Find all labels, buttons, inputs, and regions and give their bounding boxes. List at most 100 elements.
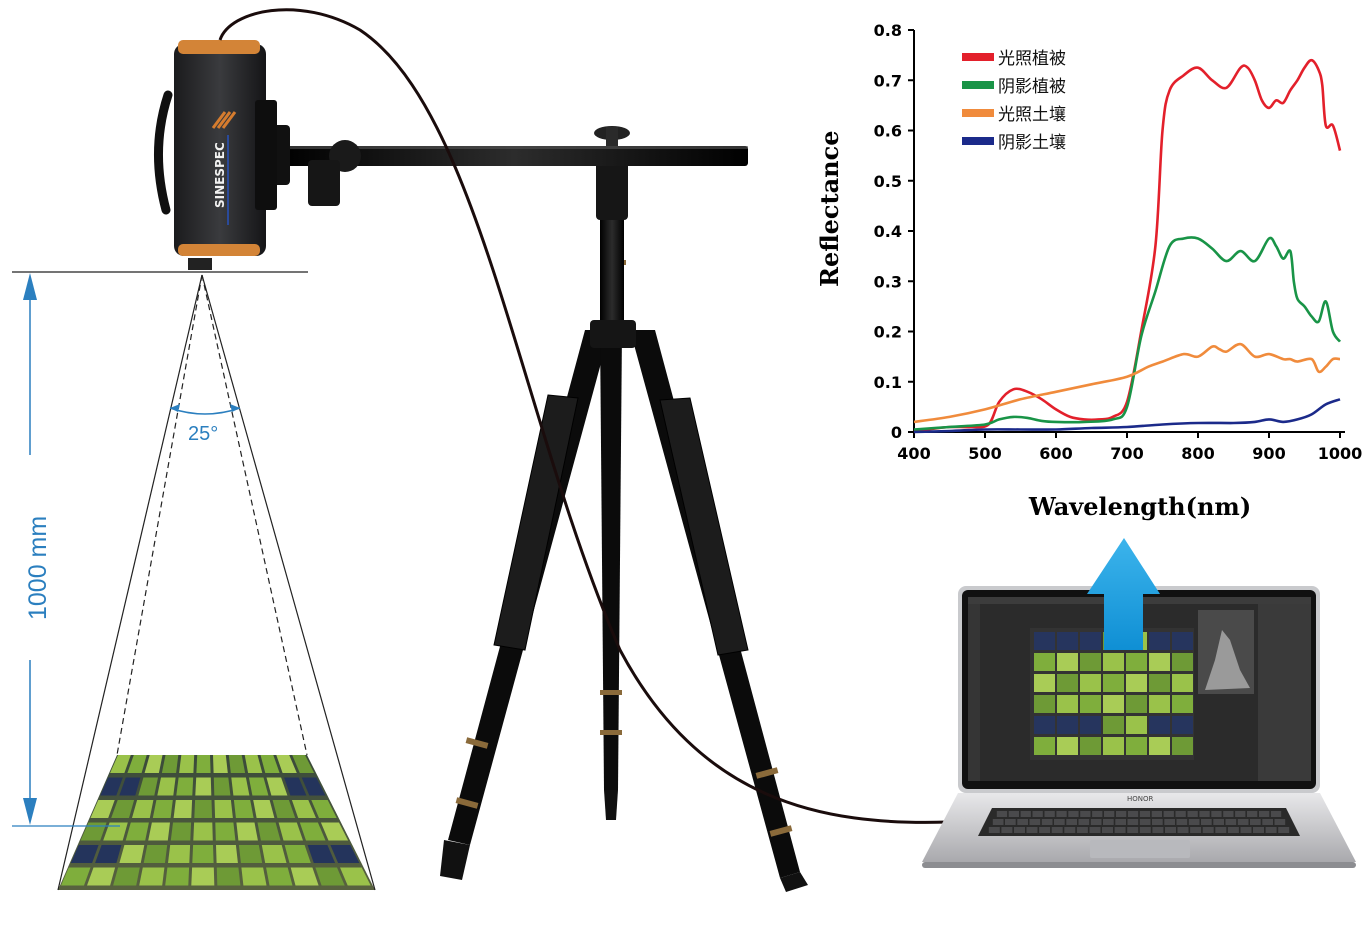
keyboard-key bbox=[1187, 811, 1198, 817]
x-tick-label: 400 bbox=[897, 444, 930, 463]
field-plot-cell bbox=[80, 822, 107, 841]
keyboard-key bbox=[1102, 827, 1113, 833]
keyboard-key bbox=[1076, 827, 1088, 833]
field-plot-cell bbox=[236, 822, 258, 841]
series-line-3 bbox=[913, 342, 1341, 424]
field-plot-cell bbox=[301, 777, 326, 796]
keyboard-key bbox=[1253, 827, 1264, 833]
field-plot-cell bbox=[95, 845, 122, 863]
screen-plot-cell bbox=[1080, 695, 1101, 713]
field-plot-cell bbox=[127, 755, 147, 773]
keyboard-key bbox=[1177, 827, 1189, 833]
series-line-1 bbox=[913, 58, 1342, 434]
keyboard-key bbox=[1014, 827, 1025, 833]
keyboard-key bbox=[1227, 827, 1239, 833]
field-plot-cell bbox=[215, 822, 236, 841]
field-plot-cell bbox=[244, 755, 263, 773]
x-tick-label: 1000 bbox=[1318, 444, 1363, 463]
keyboard-key bbox=[1237, 819, 1249, 825]
keyboard-key bbox=[1092, 811, 1103, 817]
series-line-4 bbox=[913, 398, 1341, 434]
screen-plot-cell bbox=[1034, 653, 1055, 671]
keyboard-key bbox=[1152, 819, 1163, 825]
field-plot-cell bbox=[119, 845, 145, 863]
field-plot-cell bbox=[168, 845, 191, 863]
y-tick-label: 0.1 bbox=[874, 373, 902, 392]
keyboard-key bbox=[1026, 827, 1038, 833]
field-plot-cell bbox=[320, 822, 349, 841]
distance-label: 1000 mm bbox=[24, 516, 52, 620]
keyboard-key bbox=[1115, 819, 1126, 825]
keyboard-key bbox=[1274, 819, 1286, 825]
screen-plot-cell bbox=[1172, 653, 1193, 671]
legend-label: 阴影植被 bbox=[998, 77, 1066, 97]
keyboard-key bbox=[1139, 811, 1151, 817]
keyboard-key bbox=[1278, 827, 1290, 833]
keyboard-key bbox=[1066, 819, 1077, 825]
field-plot-cell bbox=[173, 800, 193, 818]
keyboard-key bbox=[1089, 827, 1101, 833]
field-plot-cell bbox=[266, 867, 293, 886]
screen-plot-cell bbox=[1057, 737, 1078, 755]
keyboard-key bbox=[1262, 819, 1273, 825]
y-tick-label: 0.3 bbox=[874, 272, 902, 291]
chart-axes bbox=[913, 30, 1345, 433]
keyboard-key bbox=[1032, 811, 1043, 817]
field-plot-cell bbox=[144, 755, 163, 773]
series-line-2 bbox=[913, 236, 1342, 431]
field-plot-cell bbox=[214, 800, 233, 818]
field-plot-cell bbox=[241, 867, 267, 886]
field-plot-cell bbox=[261, 845, 287, 863]
field-plot-cell bbox=[292, 755, 315, 773]
screen-plot-cell bbox=[1172, 716, 1193, 734]
field-plot-cell bbox=[132, 800, 154, 818]
field-plot-cell bbox=[143, 845, 168, 863]
screen-plot-cell bbox=[1034, 695, 1055, 713]
screen-plot-cell bbox=[1126, 653, 1147, 671]
keyboard-key bbox=[1270, 811, 1282, 817]
keyboard-key bbox=[1165, 827, 1176, 833]
keyboard-key bbox=[1104, 811, 1115, 817]
screen-plot-cell bbox=[1149, 653, 1170, 671]
screen-plot-cell bbox=[1103, 716, 1124, 734]
field-plot-cell bbox=[231, 777, 250, 796]
tripod bbox=[440, 126, 808, 892]
field-plot-cell bbox=[272, 800, 296, 818]
field-plot-cell bbox=[266, 777, 288, 796]
keyboard-key bbox=[1041, 819, 1053, 825]
legend-label: 光照土壤 bbox=[998, 104, 1066, 125]
keyboard-key bbox=[1235, 811, 1246, 817]
keyboard-key bbox=[1064, 827, 1076, 833]
screen-plot-cell bbox=[1057, 632, 1078, 650]
data-cable bbox=[218, 8, 949, 824]
screen-plot-cell bbox=[1126, 737, 1147, 755]
field-plot-cell bbox=[284, 777, 307, 796]
field-plot-cell bbox=[191, 867, 215, 886]
field-plot-cell bbox=[125, 822, 149, 841]
keyboard-key bbox=[1259, 811, 1270, 817]
field-plot-cell bbox=[284, 845, 311, 863]
x-tick-label: 700 bbox=[1110, 444, 1143, 463]
keyboard-key bbox=[1044, 811, 1055, 817]
screen-plot-cell bbox=[1034, 674, 1055, 692]
keyboard-key bbox=[1176, 819, 1188, 825]
field-plot-cell bbox=[148, 822, 170, 841]
keyboard-key bbox=[988, 827, 1000, 833]
x-tick-label: 600 bbox=[1039, 444, 1072, 463]
field-plot-cell bbox=[238, 845, 263, 863]
legend-swatch bbox=[962, 53, 994, 61]
keyboard-key bbox=[1164, 819, 1175, 825]
screen-plot-cell bbox=[1034, 737, 1055, 755]
screen-plot-cell bbox=[1149, 632, 1170, 650]
field-plot-cell bbox=[248, 777, 269, 796]
field-plot-cell bbox=[165, 867, 190, 886]
keyboard-key bbox=[1139, 827, 1151, 833]
screen-plot-cell bbox=[1080, 653, 1101, 671]
keyboard-key bbox=[1001, 827, 1013, 833]
field-plot-cell bbox=[315, 867, 345, 886]
x-tick-label: 900 bbox=[1252, 444, 1285, 463]
x-tick-label: 500 bbox=[968, 444, 1001, 463]
screen-plot-cell bbox=[1080, 674, 1101, 692]
